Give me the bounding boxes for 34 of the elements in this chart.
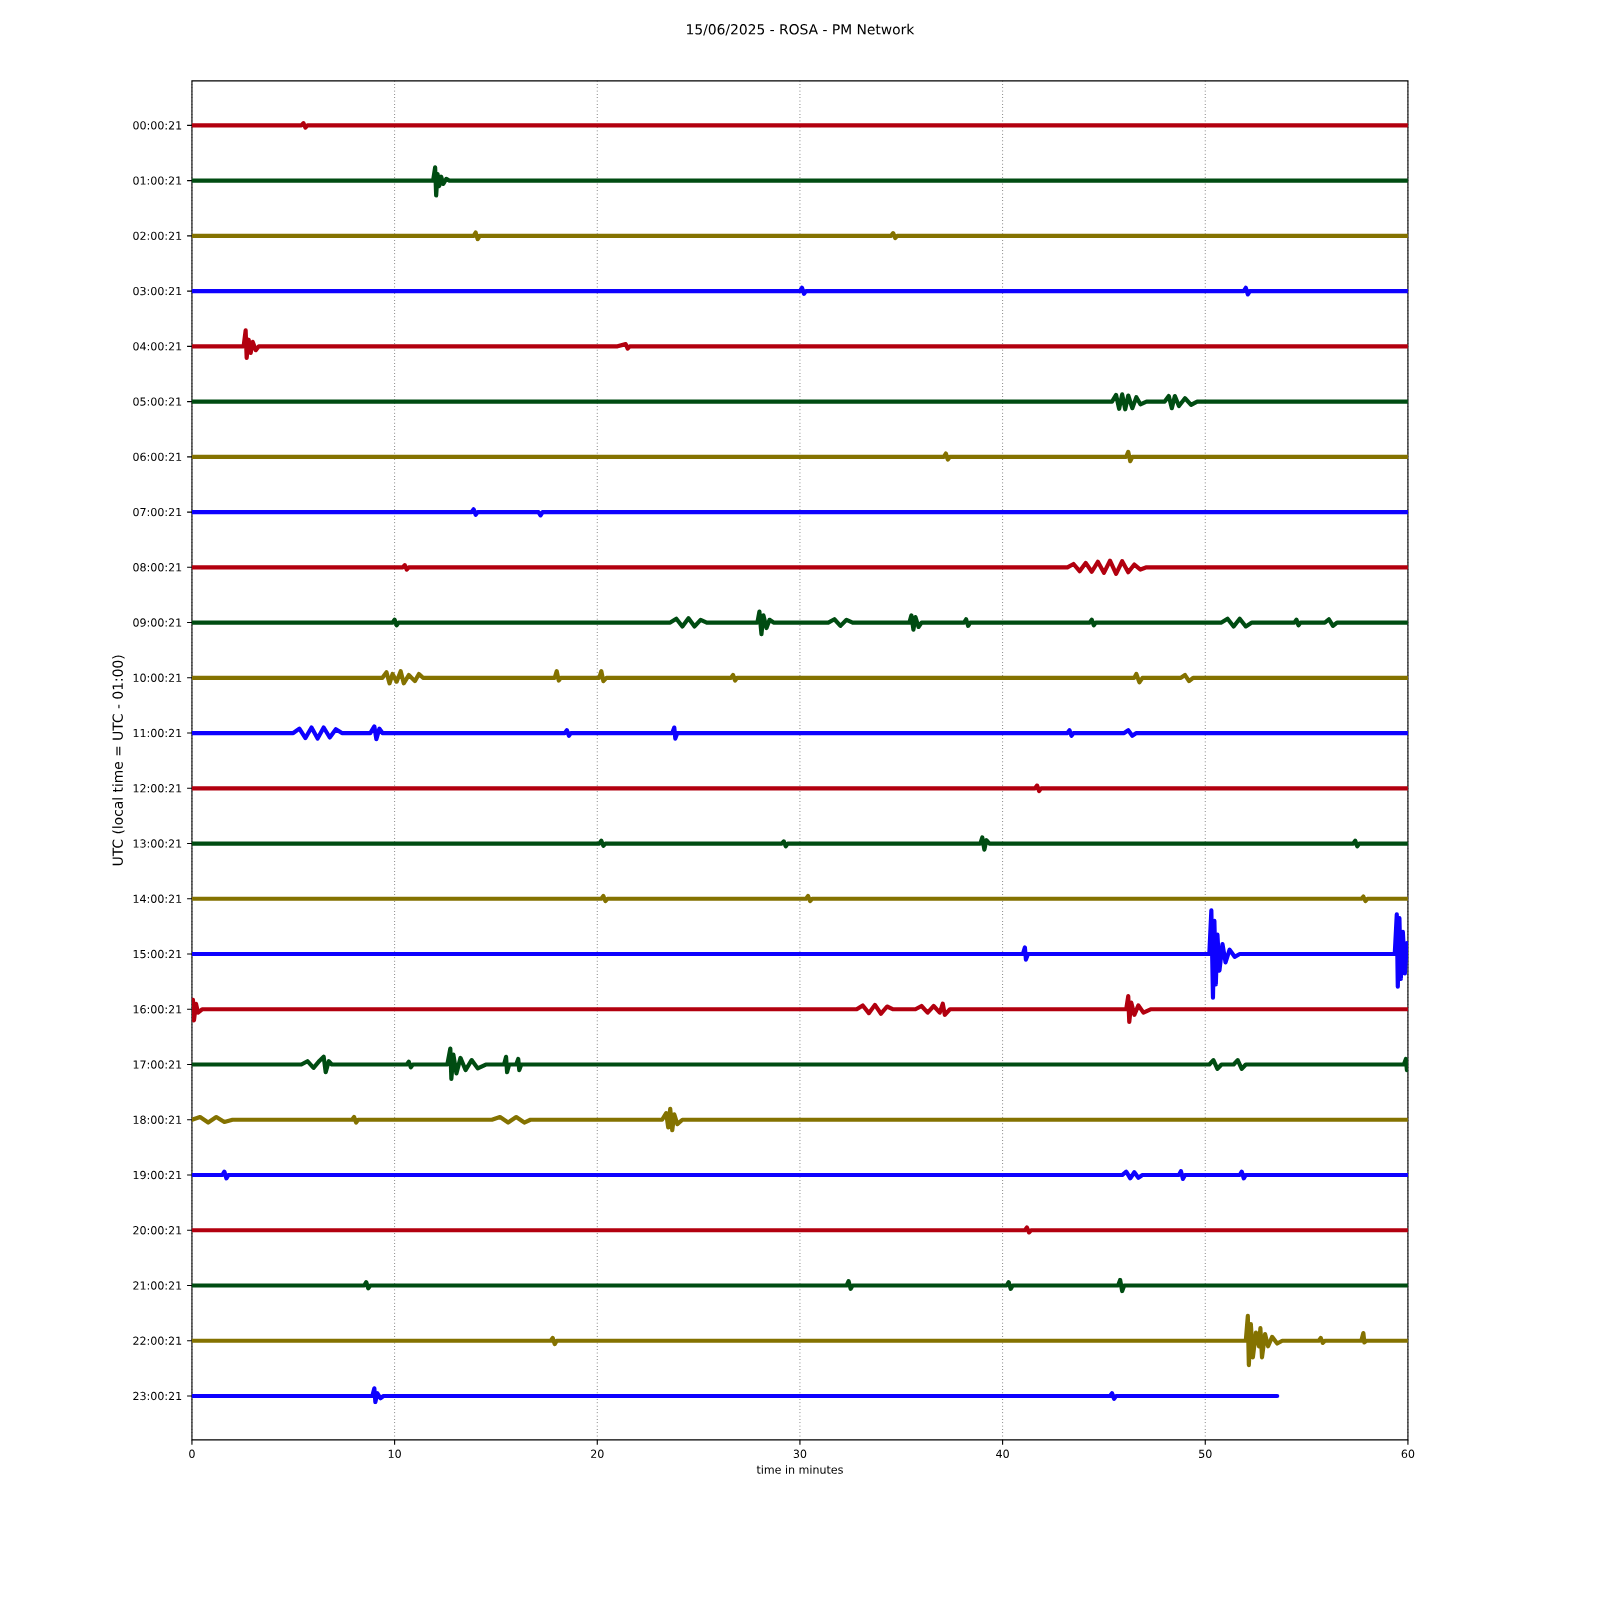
y-tick-label: 03:00:21: [133, 286, 182, 296]
x-tick-label: 20: [591, 1449, 604, 1458]
chart-title: 15/06/2025 - ROSA - PM Network: [687, 23, 915, 36]
y-tick-label: 05:00:21: [133, 397, 182, 406]
y-tick-label: 04:00:21: [133, 342, 182, 351]
y-tick-label: 01:00:21: [133, 176, 182, 185]
y-tick-label: 18:00:21: [133, 1115, 182, 1124]
x-axis-title: time in minutes: [756, 1465, 843, 1474]
x-tick-label: 40: [996, 1449, 1009, 1458]
y-tick-label: 10:00:21: [133, 673, 182, 682]
x-tick-label: 30: [793, 1449, 807, 1458]
y-tick-label: 20:00:21: [133, 1226, 182, 1235]
x-tick-label: 0: [189, 1449, 195, 1458]
y-tick-label: 09:00:21: [133, 618, 182, 627]
y-tick-label: 00:00:21: [133, 121, 182, 130]
y-tick-label: 23:00:21: [133, 1391, 182, 1401]
y-tick-label: 19:00:21: [133, 1170, 182, 1180]
x-tick-label: 60: [1401, 1449, 1415, 1458]
y-tick-label: 16:00:21: [133, 1005, 182, 1014]
y-tick-label: 12:00:21: [133, 784, 182, 793]
y-tick-label: 11:00:21: [133, 728, 182, 738]
y-tick-label: 13:00:21: [133, 839, 182, 848]
y-tick-label: 07:00:21: [133, 507, 182, 517]
y-tick-label: 14:00:21: [133, 894, 182, 903]
y-tick-label: 15:00:21: [133, 949, 182, 959]
y-axis-title: UTC (local time = UTC - 01:00): [112, 655, 125, 866]
y-tick-label: 21:00:21: [133, 1281, 182, 1290]
y-tick-label: 02:00:21: [133, 231, 182, 241]
x-tick-label: 50: [1199, 1449, 1212, 1458]
y-tick-label: 08:00:21: [133, 563, 182, 572]
x-tick-label: 10: [388, 1449, 401, 1458]
y-tick-label: 06:00:21: [133, 452, 182, 462]
y-tick-label: 22:00:21: [133, 1336, 182, 1345]
y-tick-label: 17:00:21: [133, 1060, 182, 1069]
